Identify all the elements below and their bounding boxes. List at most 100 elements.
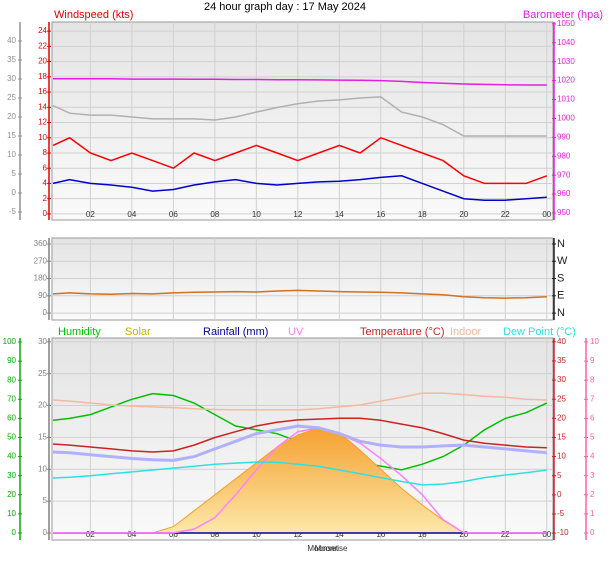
y2-tick-label: 1040 (557, 38, 575, 47)
legend-entry: Indoor (450, 326, 482, 338)
y3-tick-label: 50 (7, 433, 16, 442)
x-tick-label: 00 (542, 210, 551, 219)
y4-tick-label: 2 (590, 490, 595, 499)
y2-tick-label: -5 (557, 509, 565, 518)
y3-tick-label: 5 (12, 169, 17, 178)
y-tick-label: 25 (38, 369, 47, 378)
legend-entry: Rainfall (mm) (203, 326, 268, 338)
x-tick-label: 10 (252, 210, 261, 219)
x-tick-label: 02 (86, 210, 95, 219)
y2-tick-label: 990 (557, 132, 571, 141)
y3-tick-label: 25 (7, 93, 16, 102)
windspeed-label: Windspeed (kts) (54, 9, 133, 21)
y-tick-label: 14 (38, 102, 47, 111)
y-tick-label: 18 (38, 72, 47, 81)
series-line (52, 417, 547, 453)
y2-tick-label: 1000 (557, 114, 575, 123)
y2-tick-label: 980 (557, 151, 571, 160)
y3-tick-label: 70 (7, 394, 16, 403)
y-tick-label: 8 (43, 148, 48, 157)
y-tick-label: 180 (34, 274, 48, 283)
x-tick-label: 12 (293, 530, 302, 539)
y-tick-label: 30 (38, 337, 47, 346)
series-line (52, 424, 547, 462)
y3-tick-label: 10 (7, 150, 16, 159)
x-tick-label: 02 (86, 530, 95, 539)
y3-tick-label: 35 (7, 55, 16, 64)
series-line (53, 77, 547, 86)
x-tick-label: 06 (169, 210, 178, 219)
y4-tick-label: 0 (590, 528, 595, 537)
y-tick-label: 90 (38, 291, 47, 300)
y-tick-label: 5 (43, 496, 48, 505)
y-tick-label: 6 (43, 163, 48, 172)
x-tick-label: 08 (210, 530, 219, 539)
x-tick-label: 18 (418, 210, 427, 219)
y-tick-label: 16 (38, 87, 47, 96)
y2-tick-label: S (557, 272, 564, 284)
series-line (53, 427, 547, 534)
x-tick-label: 16 (376, 530, 385, 539)
y2-tick-label: W (557, 255, 568, 267)
y4-tick-label: 5 (590, 433, 595, 442)
legend-entry: UV (288, 326, 304, 338)
series-line (52, 136, 548, 185)
series-line (52, 461, 547, 486)
y2-tick-label: 1010 (557, 95, 575, 104)
y2-tick-label: -10 (557, 528, 569, 537)
series-line (52, 289, 547, 299)
y2-tick-label: 35 (557, 356, 566, 365)
y3-tick-label: 30 (7, 471, 16, 480)
legend-entry: Solar (125, 326, 151, 338)
y2-tick-label: 15 (557, 433, 566, 442)
y-tick-label: 12 (38, 118, 47, 127)
x-tick-label: 12 (293, 210, 302, 219)
y2-tick-label: 1020 (557, 76, 575, 85)
y-tick-label: 20 (38, 401, 47, 410)
y3-tick-label: 40 (7, 36, 16, 45)
y-tick-label: 10 (38, 464, 47, 473)
y3-tick-label: 0 (12, 188, 17, 197)
y-tick-label: 270 (34, 256, 48, 265)
y3-tick-label: -5 (9, 207, 17, 216)
y4-tick-label: 8 (590, 375, 595, 384)
y2-tick-label: 960 (557, 189, 571, 198)
y4-tick-label: 10 (590, 337, 599, 346)
x-tick-label: 20 (459, 530, 468, 539)
y3-tick-label: 80 (7, 375, 16, 384)
y-tick-label: 10 (38, 133, 47, 142)
y4-tick-label: 3 (590, 471, 595, 480)
y2-tick-label: N (557, 307, 565, 319)
y3-tick-label: 10 (7, 509, 16, 518)
y2-tick-label: 40 (557, 337, 566, 346)
y-tick-label: 0 (43, 528, 48, 537)
x-tick-label: 04 (127, 210, 136, 219)
y2-tick-label: 950 (557, 208, 571, 217)
x-tick-label: 16 (376, 210, 385, 219)
plot-area (51, 21, 554, 221)
x-tick-label: 14 (335, 210, 344, 219)
y-tick-label: 15 (38, 433, 47, 442)
annotation: Moonrise (315, 544, 348, 553)
series-line (52, 175, 547, 201)
x-tick-label: 08 (210, 210, 219, 219)
y2-tick-label: E (557, 290, 564, 302)
y2-tick-label: 0 (557, 490, 562, 499)
y3-tick-label: 30 (7, 74, 16, 83)
y4-tick-label: 9 (590, 356, 595, 365)
annotation: Moonset (307, 544, 338, 553)
y-tick-label: 4 (43, 179, 48, 188)
y3-tick-label: 20 (7, 112, 16, 121)
y2-tick-label: 10 (557, 452, 566, 461)
y-tick-label: 2 (43, 194, 48, 203)
y-tick-label: 360 (34, 239, 48, 248)
y3-tick-label: 40 (7, 452, 16, 461)
series-line (52, 392, 547, 411)
x-tick-label: 04 (127, 530, 136, 539)
x-tick-label: 10 (252, 530, 261, 539)
series-line (52, 96, 547, 137)
barometer-label: Barometer (hpa) (523, 9, 603, 21)
y-tick-label: 24 (38, 26, 47, 35)
x-tick-label: 06 (169, 530, 178, 539)
